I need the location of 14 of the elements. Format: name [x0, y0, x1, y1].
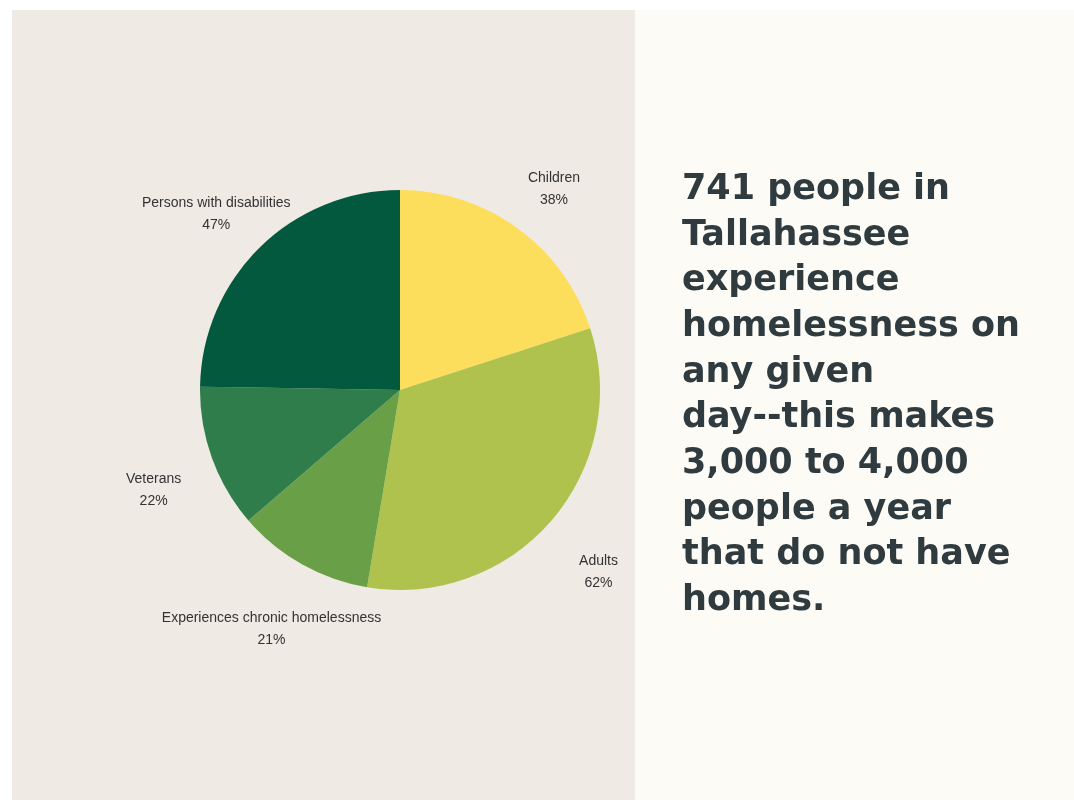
- slice-label: Adults: [579, 551, 618, 568]
- slice-label: Persons with disabilities: [141, 194, 291, 211]
- slice-label: Experiences chronic homelessness: [161, 609, 382, 626]
- pie-slice: [200, 386, 400, 521]
- pie-slice: [400, 190, 591, 390]
- slice-label: Children: [527, 169, 581, 186]
- data-label: 21%: [257, 631, 286, 648]
- data-label: 47%: [202, 216, 231, 233]
- pie-slice: [248, 390, 400, 588]
- data-label: 38%: [539, 191, 569, 208]
- data-label: 62%: [584, 573, 613, 590]
- slice-label: Veterans: [126, 470, 182, 487]
- data-label: 22%: [139, 492, 168, 509]
- text: 741 people in Tallahassee experience homelessness on any given day--this makes 3,000 to 4,000 people a year that do not have homes.: [682, 167, 1021, 619]
